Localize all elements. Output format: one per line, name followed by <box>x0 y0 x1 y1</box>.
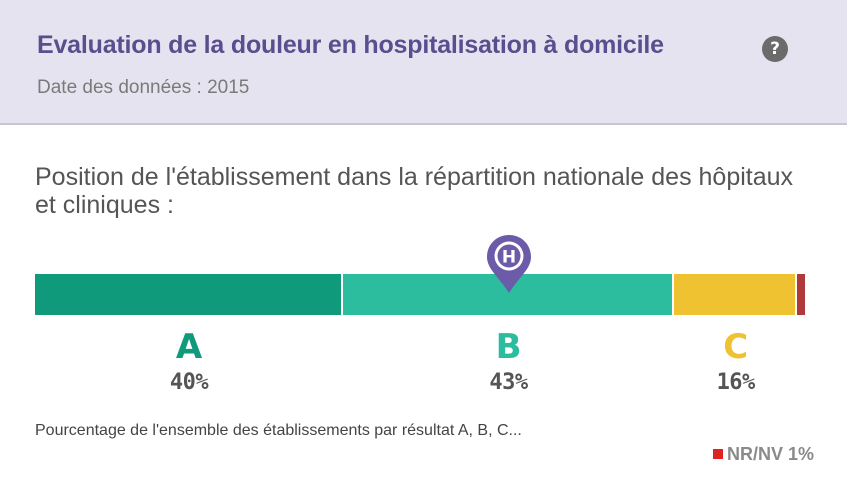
bar-segment-c <box>674 274 796 315</box>
grade-letter-a: A <box>175 327 203 367</box>
distribution-bar <box>35 274 805 315</box>
grade-percent-c: 16% <box>716 370 756 395</box>
grade-percent-b: 43% <box>489 370 528 395</box>
grade-percent-a: 40% <box>169 370 209 395</box>
footnote: Pourcentage de l'ensemble des établissem… <box>35 422 522 439</box>
indicator-title: Evaluation de la douleur en hospitalisat… <box>37 31 664 59</box>
grade-letter-b: B <box>495 327 522 367</box>
nr-color-square <box>712 449 723 459</box>
card-header: Evaluation de la douleur en hospitalisat… <box>0 0 847 125</box>
nr-value: 1% <box>787 444 814 464</box>
grade-letter-c: C <box>723 327 749 367</box>
bar-segment-nrnv <box>797 274 805 315</box>
nr-label: NR/NV <box>726 444 783 464</box>
data-date: Date des données : 2015 <box>37 77 250 98</box>
position-description: Position de l'établissement dans la répa… <box>35 163 794 219</box>
marker-label: H <box>501 248 515 268</box>
question-circle-icon[interactable]: ? <box>762 36 788 62</box>
bar-segment-a <box>35 274 341 315</box>
map-pin-icon: H <box>486 235 531 293</box>
nr-legend: NR/NV 1% <box>712 444 814 465</box>
